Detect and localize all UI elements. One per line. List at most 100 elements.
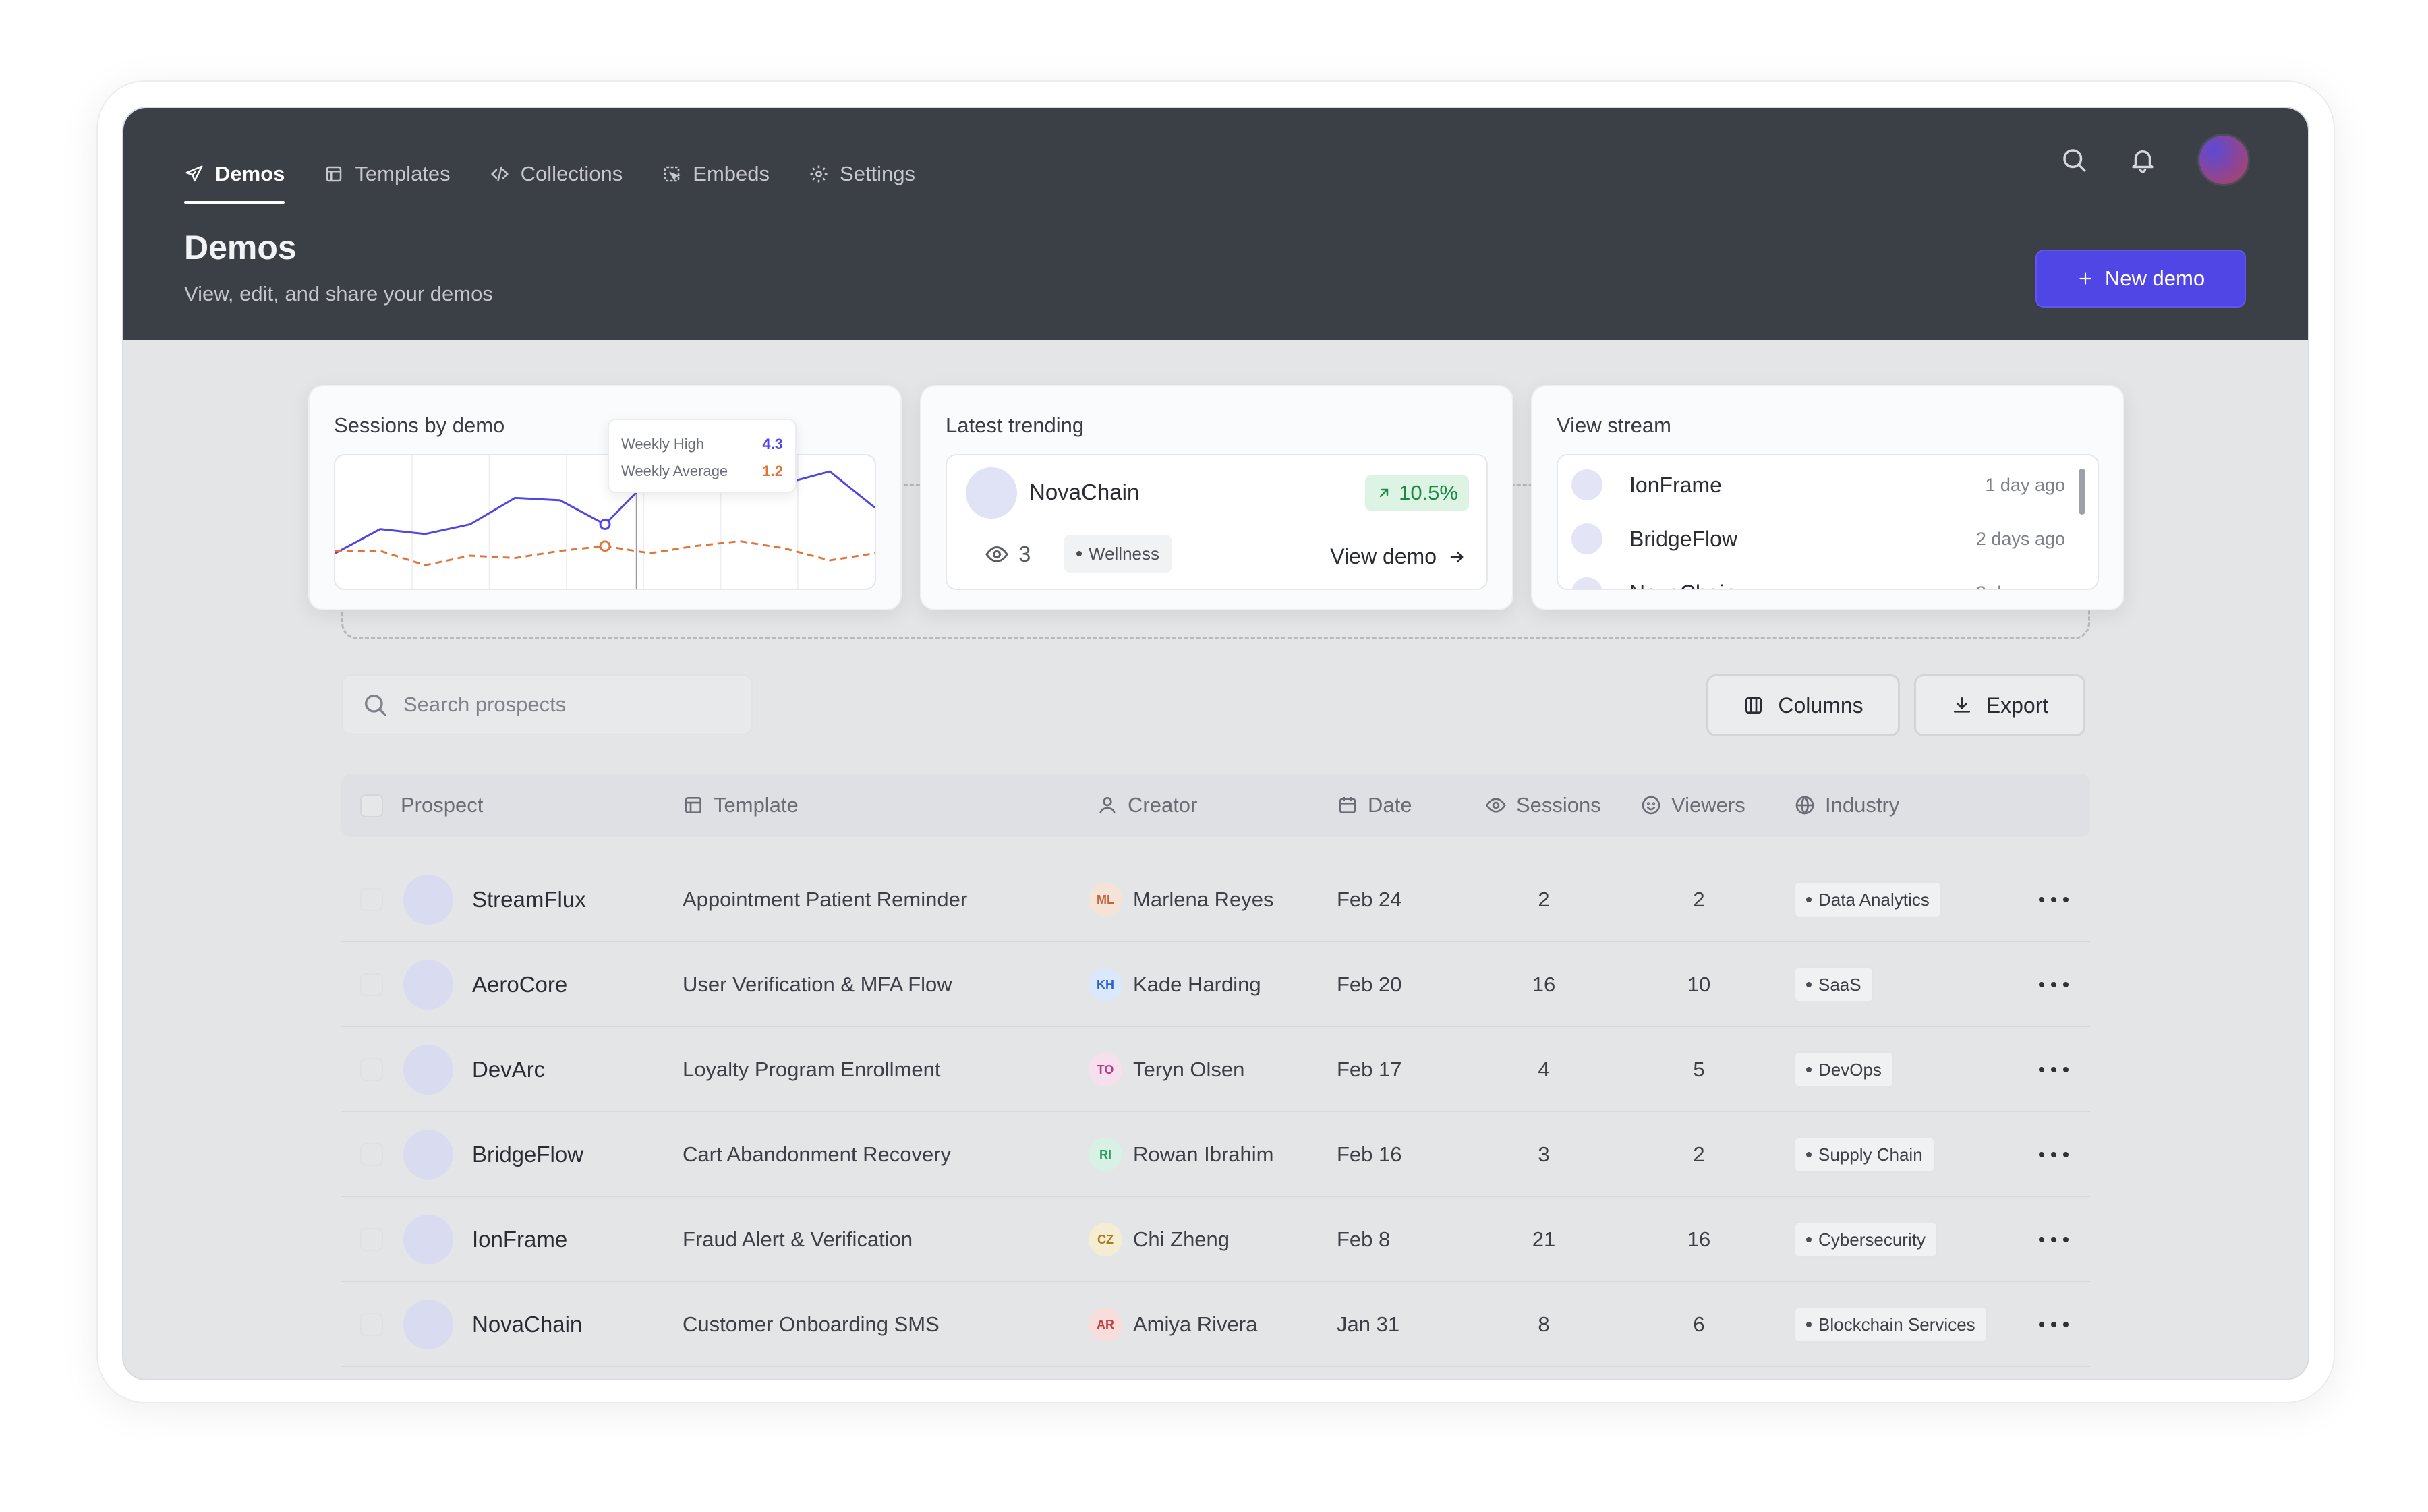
trending-name: NovaChain — [1029, 479, 1140, 504]
export-button[interactable]: Export — [1914, 674, 2085, 736]
trend-change-value: 10.5% — [1399, 481, 1458, 504]
prospect-cell: DevArc — [403, 1027, 545, 1112]
view-demo-link[interactable]: View demo — [1330, 544, 1466, 569]
creator-initials: ML — [1089, 883, 1122, 917]
nav-demos[interactable]: Demos — [184, 147, 285, 204]
stream-item[interactable]: BridgeFlow 2 days ago — [1571, 515, 2065, 562]
prospect-avatar — [403, 875, 453, 925]
industry-cell: Cybersecurity — [1794, 1197, 1938, 1282]
nav-templates[interactable]: Templates — [324, 147, 451, 201]
stream-name: NovaChain — [1629, 581, 1976, 589]
nav-settings[interactable]: Settings — [809, 147, 915, 201]
send-icon — [185, 165, 203, 182]
more-actions-button[interactable] — [2039, 1057, 2069, 1082]
table-row[interactable]: StreamFlux Appointment Patient Reminder … — [341, 857, 2090, 942]
viewers-cell: 2 — [1693, 1142, 1705, 1166]
prospect-avatar — [403, 960, 453, 1010]
view-stream-list[interactable]: IonFrame 1 day ago BridgeFlow 2 days ago… — [1557, 454, 2099, 590]
more-actions-button[interactable] — [2039, 888, 2069, 912]
demos-table: Prospect Template Creator Date Sessions … — [341, 774, 2090, 1367]
nav-embeds[interactable]: Embeds — [662, 147, 770, 201]
nav-collections[interactable]: Collections — [490, 147, 623, 201]
prospect-name: BridgeFlow — [472, 1142, 584, 1167]
search-box[interactable] — [341, 674, 753, 735]
sessions-card-title: Sessions by demo — [334, 413, 505, 437]
bell-icon[interactable] — [2129, 146, 2157, 174]
row-checkbox[interactable] — [360, 888, 383, 911]
sessions-cell: 4 — [1538, 1057, 1550, 1081]
header-sessions[interactable]: Sessions — [1485, 774, 1601, 837]
trending-card: Latest trending NovaChain 10.5% 3 Wellne… — [920, 385, 1513, 610]
creator-initials: CZ — [1089, 1223, 1122, 1256]
search-icon[interactable] — [2060, 146, 2088, 174]
viewers-cell: 6 — [1693, 1312, 1705, 1336]
creator-cell: TO Teryn Olsen — [1089, 1027, 1244, 1112]
more-actions-button[interactable] — [2039, 972, 2069, 997]
more-actions-button[interactable] — [2039, 1312, 2069, 1337]
creator-cell: ML Marlena Reyes — [1089, 857, 1273, 942]
date-cell: Feb 16 — [1337, 1142, 1402, 1166]
creator-cell: CZ Chi Zheng — [1089, 1197, 1230, 1282]
header-industry[interactable]: Industry — [1794, 774, 1899, 837]
stream-avatar — [1571, 523, 1602, 554]
trend-industry-tag: Wellness — [1064, 535, 1172, 573]
header-date[interactable]: Date — [1337, 774, 1412, 837]
stream-scrollbar[interactable] — [2079, 469, 2085, 515]
table-row[interactable]: DevArc Loyalty Program Enrollment TO Ter… — [341, 1027, 2090, 1112]
header-prospect[interactable]: Prospect — [401, 774, 483, 837]
stream-item[interactable]: NovaChain 3 days ago — [1571, 569, 2065, 589]
row-checkbox[interactable] — [360, 1313, 383, 1336]
row-checkbox[interactable] — [360, 1058, 383, 1081]
date-cell: Feb 17 — [1337, 1057, 1402, 1081]
user-icon — [1099, 797, 1116, 814]
template-cell: User Verification & MFA Flow — [683, 972, 952, 996]
prospect-cell: BridgeFlow — [403, 1112, 583, 1197]
template-icon — [685, 797, 701, 813]
trending-item[interactable]: NovaChain 10.5% 3 Wellness View demo — [946, 454, 1488, 590]
table-row[interactable]: AeroCore User Verification & MFA Flow KH… — [341, 942, 2090, 1027]
user-avatar[interactable] — [2197, 134, 2250, 186]
prospect-cell: AeroCore — [403, 942, 567, 1027]
row-checkbox[interactable] — [360, 1228, 383, 1251]
header-template[interactable]: Template — [683, 774, 799, 837]
more-actions-button[interactable] — [2039, 1142, 2069, 1167]
prospect-name: AeroCore — [472, 972, 568, 997]
header-label: Sessions — [1516, 793, 1601, 817]
creator-name: Teryn Olsen — [1133, 1057, 1245, 1081]
industry-cell: SaaS — [1794, 942, 1874, 1027]
row-checkbox[interactable] — [360, 973, 383, 996]
nav-label: Settings — [840, 162, 916, 185]
stream-time: 2 days ago — [1975, 528, 2065, 549]
table-row[interactable]: IonFrame Fraud Alert & Verification CZ C… — [341, 1197, 2090, 1282]
header-creator[interactable]: Creator — [1097, 774, 1197, 837]
sessions-card: Sessions by demo Weekly High 4.3 Weekly A… — [308, 385, 902, 610]
date-cell: Feb 20 — [1337, 972, 1402, 996]
table-row[interactable]: BridgeFlow Cart Abandonment Recovery RI … — [341, 1112, 2090, 1197]
select-all-checkbox[interactable] — [360, 794, 383, 817]
row-checkbox[interactable] — [360, 1143, 383, 1166]
industry-label: Cybersecurity — [1818, 1229, 1926, 1250]
template-cell: Fraud Alert & Verification — [683, 1227, 913, 1251]
table-row[interactable]: NovaChain Customer Onboarding SMS AR Ami… — [341, 1282, 2090, 1367]
search-input[interactable] — [403, 693, 727, 717]
header-viewers[interactable]: Viewers — [1640, 774, 1745, 837]
tooltip-high-value: 4.3 — [762, 436, 783, 453]
sessions-cell: 2 — [1538, 888, 1550, 911]
gear-icon — [810, 165, 828, 183]
trend-tag-label: Wellness — [1089, 543, 1160, 564]
stream-avatar — [1571, 577, 1602, 589]
new-demo-button[interactable]: New demo — [2035, 250, 2246, 308]
industry-tag: Data Analytics — [1794, 881, 1942, 918]
more-actions-button[interactable] — [2039, 1227, 2069, 1252]
prospect-name: DevArc — [472, 1057, 546, 1082]
prospect-avatar — [403, 1045, 453, 1095]
industry-label: Data Analytics — [1818, 889, 1930, 910]
tooltip-high-label: Weekly High — [621, 436, 705, 453]
template-icon — [326, 166, 342, 182]
date-cell: Feb 24 — [1337, 888, 1402, 911]
columns-button[interactable]: Columns — [1706, 674, 1900, 736]
template-cell: Customer Onboarding SMS — [683, 1312, 940, 1336]
columns-label: Columns — [1778, 693, 1863, 718]
viewers-cell: 5 — [1693, 1057, 1705, 1081]
stream-item[interactable]: IonFrame 1 day ago — [1571, 461, 2065, 508]
